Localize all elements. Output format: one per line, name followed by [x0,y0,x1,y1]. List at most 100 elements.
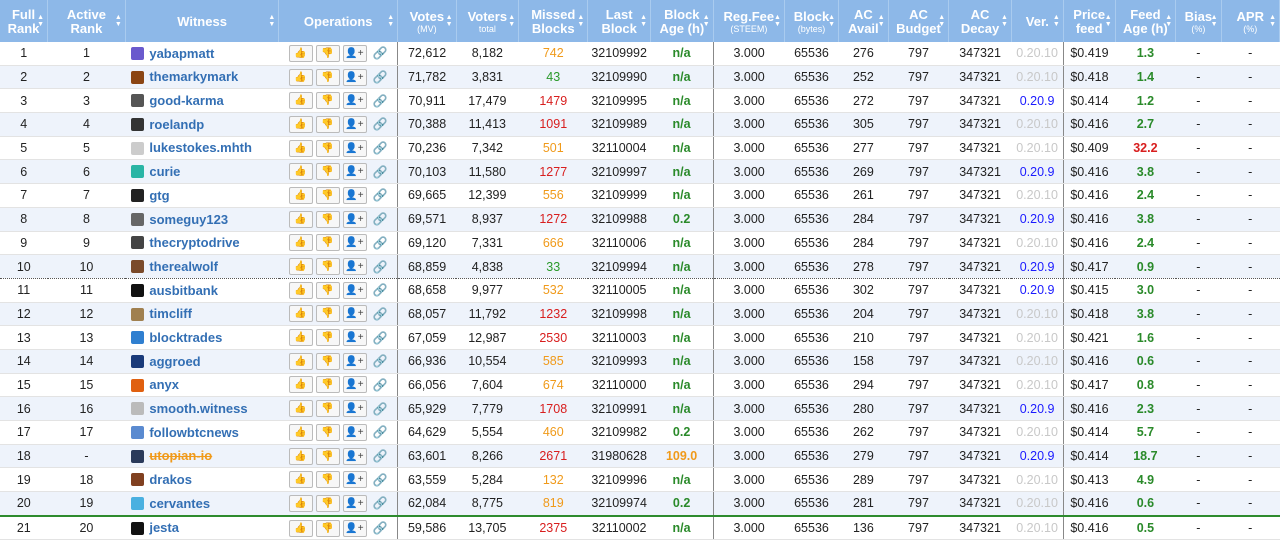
link-icon[interactable]: 🔗 [372,377,388,392]
witness-name-link[interactable]: yabapmatt [149,45,215,61]
thumbs-down-icon[interactable]: 👎 [315,258,340,276]
link-icon[interactable]: 🔗 [372,521,388,536]
thumbs-down-icon[interactable]: 👎 [315,352,340,370]
thumbs-down-icon[interactable]: 👎 [315,234,340,252]
thumbs-down-icon[interactable]: 👎 [315,494,340,512]
add-proxy-icon[interactable]: 👤+ [342,494,367,512]
thumbs-up-icon[interactable]: 👍 [288,68,313,86]
thumbs-down-icon[interactable]: 👎 [315,139,340,157]
add-proxy-icon[interactable]: 👤+ [342,139,367,157]
thumbs-down-icon[interactable]: 👎 [315,305,340,323]
witness-name-link[interactable]: utopian-io [149,448,213,464]
sort-arrows-icon[interactable]: ▲ ▼ [828,14,836,28]
thumbs-up-icon[interactable]: 👍 [288,329,313,347]
column-header-8[interactable]: Block Age (h) ▲ ▼ [650,0,714,42]
thumbs-up-icon[interactable]: 👍 [288,163,313,181]
thumbs-down-icon[interactable]: 👎 [315,163,340,181]
witness-name-link[interactable]: lukestokes.mhth [149,140,252,156]
thumbs-up-icon[interactable]: 👍 [288,92,313,110]
link-icon[interactable]: 🔗 [372,283,388,298]
thumbs-up-icon[interactable]: 👍 [288,447,313,465]
add-proxy-icon[interactable]: 👤+ [342,423,367,441]
link-icon[interactable]: 🔗 [372,330,388,345]
sort-arrows-icon[interactable]: ▲ ▼ [577,14,585,28]
add-proxy-icon[interactable]: 👤+ [342,115,367,133]
link-icon[interactable]: 🔗 [372,141,388,156]
column-header-15[interactable]: Price feed ▲ ▼ [1062,0,1116,42]
thumbs-down-icon[interactable]: 👎 [315,423,340,441]
add-proxy-icon[interactable]: 👤+ [342,329,367,347]
column-header-4[interactable]: Votes (MV) ▲ ▼ [397,0,457,42]
sort-arrows-icon[interactable]: ▲ ▼ [1052,14,1060,28]
witness-name-link[interactable]: blocktrades [149,330,223,346]
add-proxy-icon[interactable]: 👤+ [342,447,367,465]
witness-name-link[interactable]: timcliff [149,306,192,322]
link-icon[interactable]: 🔗 [372,354,388,369]
witness-name-link[interactable]: cervantes [149,496,211,511]
thumbs-up-icon[interactable]: 👍 [288,234,313,252]
add-proxy-icon[interactable]: 👤+ [342,163,367,181]
thumbs-down-icon[interactable]: 👎 [315,186,340,204]
witness-name-link[interactable]: drakos [149,472,192,488]
add-proxy-icon[interactable]: 👤+ [342,400,367,418]
witness-name-link[interactable]: anyx [149,377,179,393]
witness-name-link[interactable]: therealwolf [149,259,218,275]
column-header-10[interactable]: Block (bytes) ▲ ▼ [784,0,840,42]
add-proxy-icon[interactable]: 👤+ [342,376,367,394]
link-icon[interactable]: 🔗 [372,449,388,464]
link-icon[interactable]: 🔗 [372,425,388,440]
add-proxy-icon[interactable]: 👤+ [342,519,367,537]
column-header-0[interactable]: Full Rank ▲ ▼ [0,0,49,42]
thumbs-up-icon[interactable]: 👍 [288,281,313,299]
thumbs-up-icon[interactable]: 👍 [288,115,313,133]
thumbs-down-icon[interactable]: 👎 [315,329,340,347]
thumbs-up-icon[interactable]: 👍 [288,210,313,228]
sort-arrows-icon[interactable]: ▲ ▼ [774,14,781,28]
column-header-1[interactable]: Active Rank ▲ ▼ [47,0,126,42]
thumbs-down-icon[interactable]: 👎 [315,281,340,299]
sort-arrows-icon[interactable]: ▲ ▼ [702,14,710,28]
thumbs-up-icon[interactable]: 👍 [288,186,313,204]
link-icon[interactable]: 🔗 [372,259,388,274]
witness-name-link[interactable]: roelandp [149,117,205,132]
sort-arrows-icon[interactable]: ▲ ▼ [445,14,453,28]
witness-name-link[interactable]: followbtcnews [149,424,239,440]
column-header-7[interactable]: Last Block ▲ ▼ [587,0,651,42]
column-header-6[interactable]: Missed Blocks ▲ ▼ [518,0,589,42]
link-icon[interactable]: 🔗 [372,117,388,132]
witness-name-link[interactable]: jesta [149,520,179,536]
thumbs-down-icon[interactable]: 👎 [315,447,340,465]
sort-arrows-icon[interactable]: ▲ ▼ [114,14,122,28]
thumbs-up-icon[interactable]: 👍 [288,305,313,323]
link-icon[interactable]: 🔗 [372,212,388,227]
link-icon[interactable]: 🔗 [372,401,388,416]
thumbs-down-icon[interactable]: 👎 [315,519,340,537]
sort-arrows-icon[interactable]: ▲ ▼ [877,14,885,28]
sort-arrows-icon[interactable]: ▲ ▼ [1000,14,1008,28]
link-icon[interactable]: 🔗 [372,472,388,487]
sort-arrows-icon[interactable]: ▲ ▼ [387,14,395,28]
thumbs-down-icon[interactable]: 👎 [315,92,340,110]
sort-arrows-icon[interactable]: ▲ ▼ [37,14,45,28]
witness-name-link[interactable]: aggroed [149,353,201,369]
column-header-5[interactable]: Voters total ▲ ▼ [456,0,520,42]
link-icon[interactable]: 🔗 [372,496,388,511]
thumbs-up-icon[interactable]: 👍 [288,423,313,441]
sort-arrows-icon[interactable]: ▲ ▼ [1210,14,1218,28]
add-proxy-icon[interactable]: 👤+ [342,92,367,110]
link-icon[interactable]: 🔗 [372,164,388,179]
column-header-17[interactable]: Bias (%) ▲ ▼ [1175,0,1222,42]
add-proxy-icon[interactable]: 👤+ [342,210,367,228]
witness-name-link[interactable]: thecryptodrive [149,235,240,251]
add-proxy-icon[interactable]: 👤+ [342,44,367,62]
thumbs-up-icon[interactable]: 👍 [288,519,313,537]
thumbs-down-icon[interactable]: 👎 [315,115,340,133]
thumbs-up-icon[interactable]: 👍 [288,494,313,512]
add-proxy-icon[interactable]: 👤+ [342,68,367,86]
witness-name-link[interactable]: ausbitbank [149,282,218,298]
column-header-12[interactable]: AC Budget ▲ ▼ [888,0,950,42]
column-header-9[interactable]: Reg.Fee (STEEM) ▲ ▼ [712,0,785,42]
witness-name-link[interactable]: curie [149,164,181,180]
link-icon[interactable]: 🔗 [372,46,388,61]
column-header-11[interactable]: AC Avail ▲ ▼ [838,0,889,42]
